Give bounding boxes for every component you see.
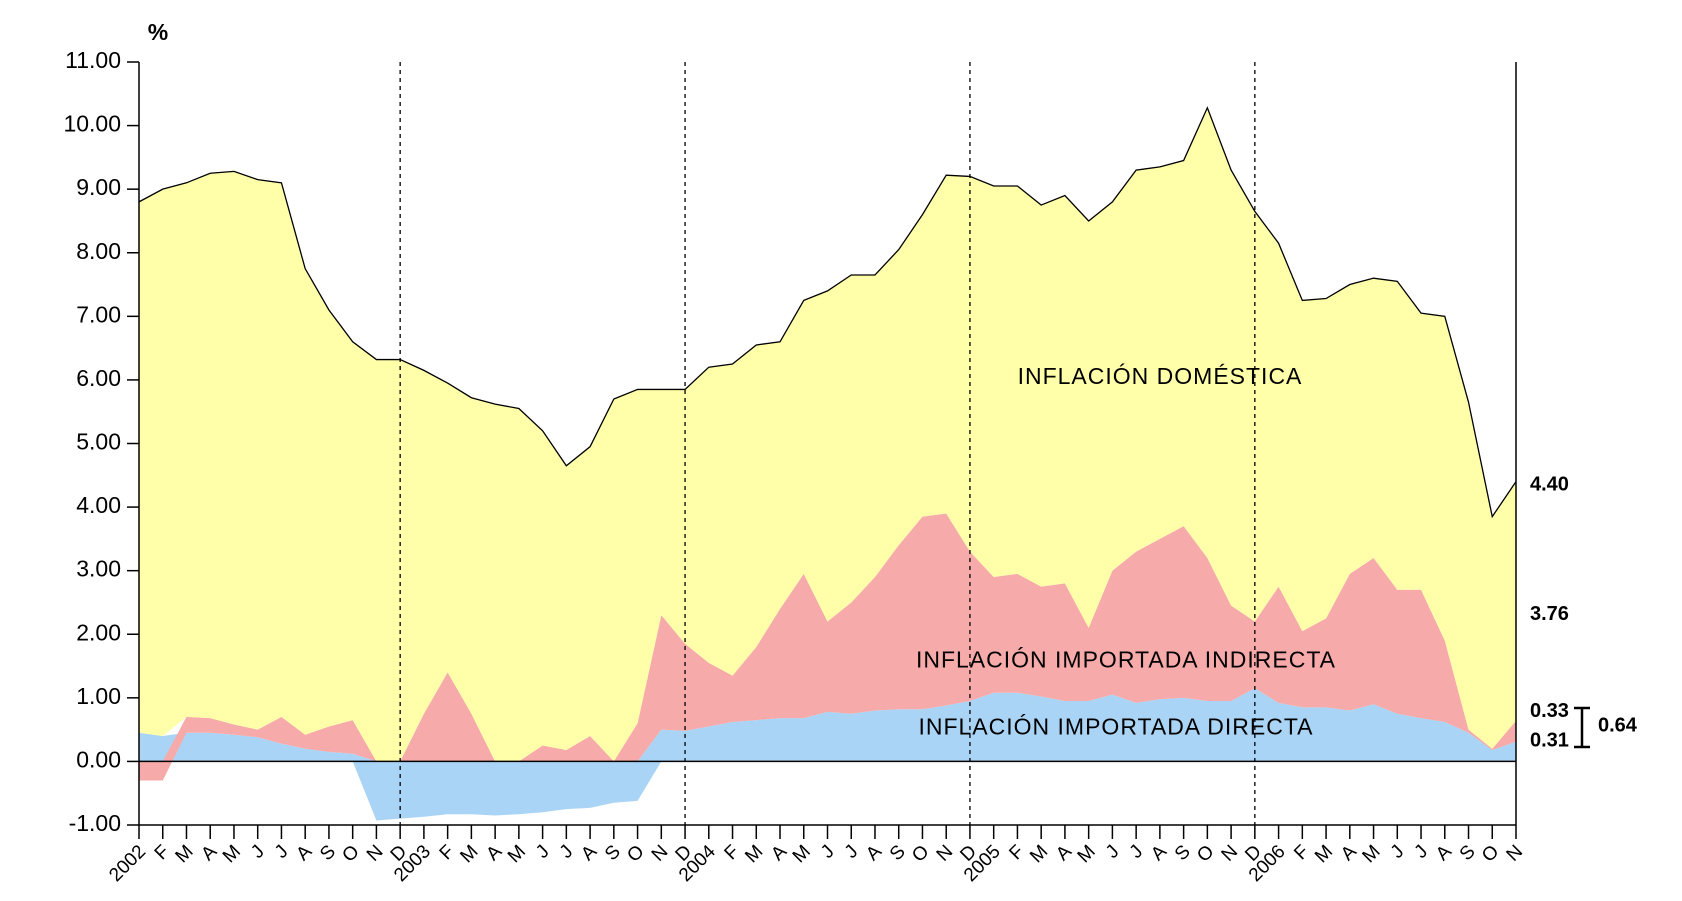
x-tick-label: J: [1387, 841, 1409, 863]
y-tick-label: 9.00: [76, 174, 121, 200]
area: [139, 107, 1516, 762]
x-tick-label: M: [741, 841, 767, 867]
x-tick-label: 2002: [105, 841, 150, 886]
x-tick-label: A: [862, 841, 886, 865]
y-tick-label: 7.00: [76, 301, 121, 327]
x-tick-label: J: [841, 841, 863, 863]
x-tick-label: A: [767, 841, 791, 865]
x-tick-label: A: [292, 841, 316, 865]
y-tick-label: 6.00: [76, 365, 121, 391]
series-label: INFLACIÓN IMPORTADA INDIRECTA: [916, 647, 1336, 673]
y-tick-label: 2.00: [76, 619, 121, 645]
x-tick-label: S: [886, 841, 910, 865]
x-tick-label: F: [1290, 841, 1313, 864]
y-tick-label: 3.00: [76, 556, 121, 582]
x-tick-label: A: [197, 841, 221, 865]
x-tick-label: M: [219, 841, 245, 867]
x-tick-label: M: [504, 841, 530, 867]
x-tick-label: M: [789, 841, 815, 867]
x-tick-label: M: [172, 841, 198, 867]
x-tick-label: N: [363, 841, 388, 866]
y-tick-label: 10.00: [63, 111, 121, 137]
x-tick-label: F: [1005, 841, 1028, 864]
x-tick-label: J: [556, 841, 578, 863]
x-tick-label: A: [577, 841, 601, 865]
end-label: 3.76: [1530, 603, 1569, 625]
x-tick-label: S: [601, 841, 625, 865]
series-label: INFLACIÓN IMPORTADA DIRECTA: [918, 713, 1313, 739]
x-tick-label: J: [1126, 841, 1148, 863]
x-tick-label: S: [1456, 841, 1480, 865]
x-tick-label: N: [1218, 841, 1243, 866]
x-tick-label: J: [1102, 841, 1124, 863]
area: [139, 688, 1516, 821]
x-tick-label: J: [1411, 841, 1433, 863]
x-tick-label: M: [1359, 841, 1385, 867]
series-label: INFLACIÓN DOMÉSTICA: [1018, 363, 1303, 389]
x-tick-label: J: [271, 841, 293, 863]
x-tick-label: A: [1337, 841, 1361, 865]
x-tick-label: N: [933, 841, 958, 866]
end-label: 4.40: [1530, 474, 1569, 496]
x-tick-label: J: [247, 841, 269, 863]
y-tick-label: -1.00: [69, 810, 121, 836]
x-tick-label: J: [532, 841, 554, 863]
y-tick-label: 1.00: [76, 683, 121, 709]
end-label: 0.64: [1598, 715, 1638, 737]
x-tick-label: F: [436, 841, 459, 864]
end-label: 0.31: [1530, 729, 1569, 751]
x-tick-label: M: [1311, 841, 1337, 867]
y-tick-label: 5.00: [76, 429, 121, 455]
x-tick-label: A: [1052, 841, 1076, 865]
x-tick-label: S: [1171, 841, 1195, 865]
y-tick-label: 0.00: [76, 746, 121, 772]
y-axis-label: %: [148, 19, 168, 45]
x-tick-label: O: [623, 841, 648, 866]
x-tick-label: O: [1193, 841, 1218, 866]
x-tick-label: F: [151, 841, 174, 864]
x-tick-label: S: [316, 841, 340, 865]
x-tick-label: M: [1074, 841, 1100, 867]
x-tick-label: M: [1026, 841, 1052, 867]
x-tick-label: J: [817, 841, 839, 863]
area: [139, 513, 1516, 781]
y-tick-label: 4.00: [76, 492, 121, 518]
bracket: [1574, 706, 1590, 749]
x-tick-label: O: [1478, 841, 1503, 866]
x-tick-label: F: [721, 841, 744, 864]
x-tick-label: A: [1147, 841, 1171, 865]
x-tick-label: O: [908, 841, 933, 866]
x-tick-label: N: [648, 841, 673, 866]
end-label: 0.33: [1530, 700, 1569, 722]
x-tick-label: A: [482, 841, 506, 865]
y-tick-label: 11.00: [65, 47, 121, 73]
total-line: [138, 106, 1517, 519]
x-tick-label: A: [1432, 841, 1456, 865]
x-tick-label: N: [1503, 841, 1528, 866]
x-tick-label: O: [338, 841, 363, 866]
y-tick-label: 8.00: [76, 238, 121, 264]
x-tick-label: M: [456, 841, 482, 867]
